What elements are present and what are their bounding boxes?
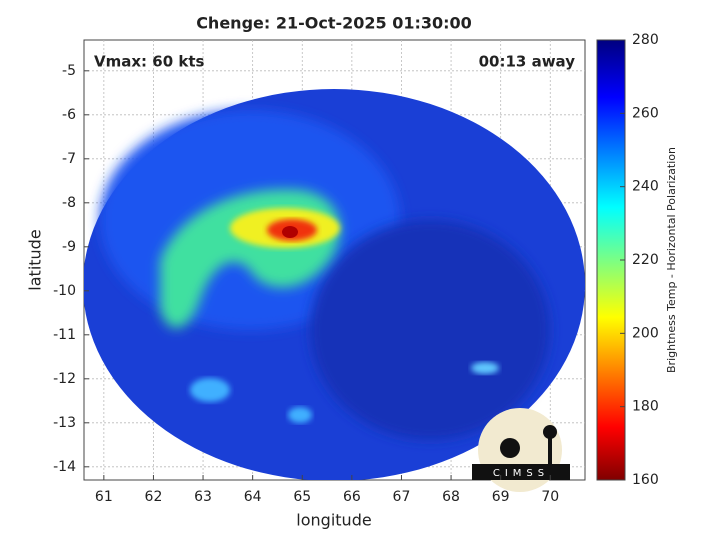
y-tick-label: -7 (62, 151, 76, 167)
colorbar-tick-label: 280 (632, 32, 659, 48)
y-tick-label: -14 (53, 459, 76, 475)
y-tick-label: -9 (62, 239, 76, 255)
x-tick-label: 62 (145, 489, 163, 505)
y-tick-label: -10 (53, 283, 76, 299)
x-tick-label: 63 (194, 489, 212, 505)
x-tick-label: 70 (541, 489, 559, 505)
annotation: 00:13 away (479, 53, 576, 71)
y-tick-label: -11 (53, 327, 76, 343)
x-tick-label: 68 (442, 489, 460, 505)
colorbar-tick-label: 180 (632, 399, 659, 415)
colorbar-label: Brightness Temp - Horizontal Polarizatio… (665, 147, 678, 373)
cimss-logo: CIMSS (472, 408, 570, 492)
x-tick-label: 65 (293, 489, 311, 505)
colorbar-tick-label: 160 (632, 472, 659, 488)
y-tick-label: -6 (62, 107, 76, 123)
swath-image (84, 89, 585, 480)
y-tick-label: -5 (62, 63, 76, 79)
y-tick-label: -12 (53, 371, 76, 387)
y-axis-label: latitude (26, 229, 45, 290)
x-tick-label: 64 (244, 489, 262, 505)
colorbar-tick-label: 260 (632, 105, 659, 121)
logo-text: CIMSS (493, 468, 549, 479)
annotation: Vmax: 60 kts (94, 53, 204, 71)
colorbar-tick-label: 220 (632, 252, 659, 268)
y-tick-label: -8 (62, 195, 76, 211)
colorbar-tick-label: 240 (632, 179, 659, 195)
chart-title: Chenge: 21-Oct-2025 01:30:00 (196, 14, 472, 33)
x-tick-label: 66 (343, 489, 361, 505)
x-axis-label: longitude (296, 511, 371, 530)
colorbar-tick-label: 200 (632, 325, 659, 341)
x-tick-label: 67 (393, 489, 411, 505)
x-tick-label: 61 (95, 489, 113, 505)
y-tick-label: -13 (53, 415, 76, 431)
x-tick-label: 69 (492, 489, 510, 505)
